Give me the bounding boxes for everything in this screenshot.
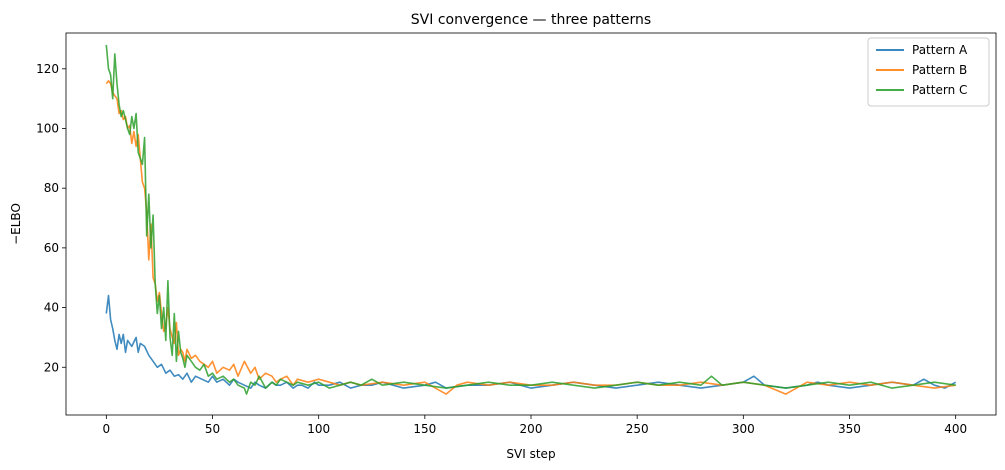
x-tick-label: 300 — [732, 422, 755, 436]
y-axis-label: −ELBO — [9, 203, 23, 245]
y-tick-label: 60 — [44, 241, 59, 255]
series-line-pattern-c — [105, 44, 956, 395]
x-axis: 0 50 100 150 200 250 300 350 400 — [103, 415, 967, 436]
y-tick-label: 40 — [44, 301, 59, 315]
plot-background — [66, 33, 996, 415]
y-tick-label: 80 — [44, 181, 59, 195]
x-tick-label: 100 — [307, 422, 330, 436]
y-tick-label: 100 — [36, 122, 59, 136]
legend: Pattern A Pattern B Pattern C — [867, 37, 990, 107]
legend-box — [867, 37, 990, 107]
chart-title: SVI convergence — three patterns — [411, 12, 651, 28]
x-tick-label: 50 — [205, 422, 220, 436]
x-tick-label: 150 — [413, 422, 436, 436]
plot-lines — [105, 44, 957, 395]
y-axis: 20 40 60 80 100 120 — [36, 62, 66, 374]
x-tick-label: 200 — [520, 422, 543, 436]
y-tick-label: 20 — [44, 360, 59, 374]
x-tick-label: 0 — [103, 422, 111, 436]
x-axis-label: SVI step — [506, 447, 555, 461]
x-tick-label: 350 — [838, 422, 861, 436]
y-tick-label: 120 — [36, 62, 59, 76]
legend-label: Pattern B — [912, 63, 967, 77]
x-tick-label: 250 — [626, 422, 649, 436]
legend-label: Pattern C — [912, 83, 967, 97]
legend-label: Pattern A — [912, 43, 968, 57]
x-tick-label: 400 — [944, 422, 967, 436]
